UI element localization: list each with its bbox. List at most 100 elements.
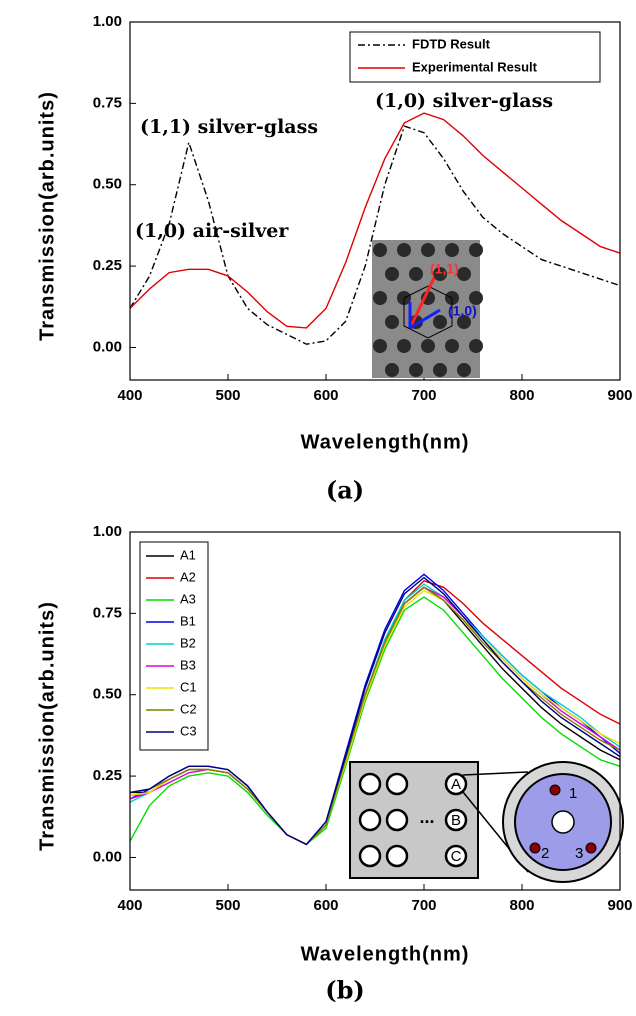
x-axis-title: Wavelength(nm) (301, 431, 470, 453)
legend-label: B1 (180, 613, 196, 628)
legend-label: Experimental Result (412, 59, 538, 74)
legend-label: A3 (180, 591, 196, 606)
x-tick-label: 400 (117, 387, 142, 404)
inset-point (585, 842, 597, 854)
legend-label: C2 (180, 701, 197, 716)
y-axis-title: Transmission(arb.units) (36, 601, 58, 851)
inset-hole (409, 267, 423, 281)
inset-hole (445, 243, 459, 257)
inset-hole (444, 844, 468, 868)
y-tick-label: 0.75 (93, 94, 122, 111)
inset-label: B (451, 812, 461, 829)
inset-hole (433, 267, 447, 281)
x-tick-label: 600 (313, 897, 338, 914)
inset-hole (358, 772, 382, 796)
y-tick-label: 0.50 (93, 176, 122, 193)
x-tick-label: 600 (313, 387, 338, 404)
legend-label: A1 (180, 547, 196, 562)
inset-hole (397, 339, 411, 353)
legend-label: FDTD Result (412, 36, 491, 51)
inset-hole (385, 315, 399, 329)
inset-hole (444, 772, 468, 796)
inset-hole (457, 363, 471, 377)
plot-frame (129, 531, 621, 891)
series-line (130, 125, 620, 345)
inset-label: A (451, 776, 461, 793)
plot-frame (129, 21, 621, 381)
inset-hole (469, 339, 483, 353)
inset-hole (409, 363, 423, 377)
inset-label: (1,1) (430, 261, 459, 277)
inset-hole (358, 808, 382, 832)
y-axis-title: Transmission(arb.units) (36, 91, 58, 341)
legend-label: A2 (180, 569, 196, 584)
plot-lines (130, 573, 620, 846)
series-line (130, 576, 620, 846)
legend-label: B3 (180, 657, 196, 672)
inset-hole (457, 315, 471, 329)
plot-lines (130, 112, 620, 345)
caption: (a) (326, 476, 364, 505)
inset-label: 2 (541, 845, 549, 862)
inset-hole (373, 291, 387, 305)
inset-hole (421, 243, 435, 257)
inset-hole (385, 267, 399, 281)
inset-hole (373, 243, 387, 257)
y-tick-label: 1.00 (93, 523, 122, 540)
x-tick-label: 800 (509, 897, 534, 914)
inset-hole (444, 808, 468, 832)
x-tick-label: 500 (215, 897, 240, 914)
inset-hole (469, 243, 483, 257)
legend-label: C3 (180, 723, 197, 738)
y-tick-label: 1.00 (93, 13, 122, 30)
inset-hole (397, 243, 411, 257)
inset-label: 1 (569, 785, 577, 802)
inset-connector (462, 771, 529, 776)
inset-hole (469, 291, 483, 305)
y-tick-label: 0.00 (93, 848, 122, 865)
inset-label: (1,0) (448, 303, 477, 319)
annotation: (1,0) air-silver (135, 220, 289, 242)
inset-hole (358, 844, 382, 868)
inset-hole (433, 363, 447, 377)
legend-label: B2 (180, 635, 196, 650)
inset-center (551, 810, 575, 834)
inset-point (529, 842, 541, 854)
inset-hole (385, 808, 409, 832)
series-line (130, 586, 620, 846)
x-tick-label: 900 (607, 387, 632, 404)
annotation: (1,1) silver-glass (140, 116, 318, 138)
inset-hole (445, 339, 459, 353)
x-tick-label: 700 (411, 387, 436, 404)
y-tick-label: 0.25 (93, 767, 122, 784)
y-tick-label: 0.25 (93, 257, 122, 274)
inset-hole (373, 339, 387, 353)
legend-label: C1 (180, 679, 197, 694)
legend-box (139, 541, 209, 751)
annotation: (1,0) silver-glass (375, 90, 553, 112)
y-tick-label: 0.00 (93, 338, 122, 355)
inset-hole (433, 315, 447, 329)
inset-label: C (451, 848, 462, 865)
inset-hole (457, 267, 471, 281)
inset-hole (385, 772, 409, 796)
inset-arrow (408, 277, 436, 329)
series-line (130, 112, 620, 329)
series-line (130, 596, 620, 846)
inset-arrow (409, 308, 441, 330)
x-tick-label: 800 (509, 387, 534, 404)
inset-hexagon (403, 285, 453, 339)
x-tick-label: 700 (411, 897, 436, 914)
x-axis-title: Wavelength(nm) (301, 943, 470, 965)
y-tick-label: 0.50 (93, 686, 122, 703)
x-tick-label: 900 (607, 897, 632, 914)
inset-label: ... (419, 807, 434, 827)
inset-point (549, 784, 561, 796)
inset-image (372, 240, 480, 378)
y-tick-label: 0.75 (93, 604, 122, 621)
inset-label: 3 (575, 845, 583, 862)
inset-hole (421, 339, 435, 353)
inset-hole (385, 844, 409, 868)
legend-box (349, 31, 601, 83)
